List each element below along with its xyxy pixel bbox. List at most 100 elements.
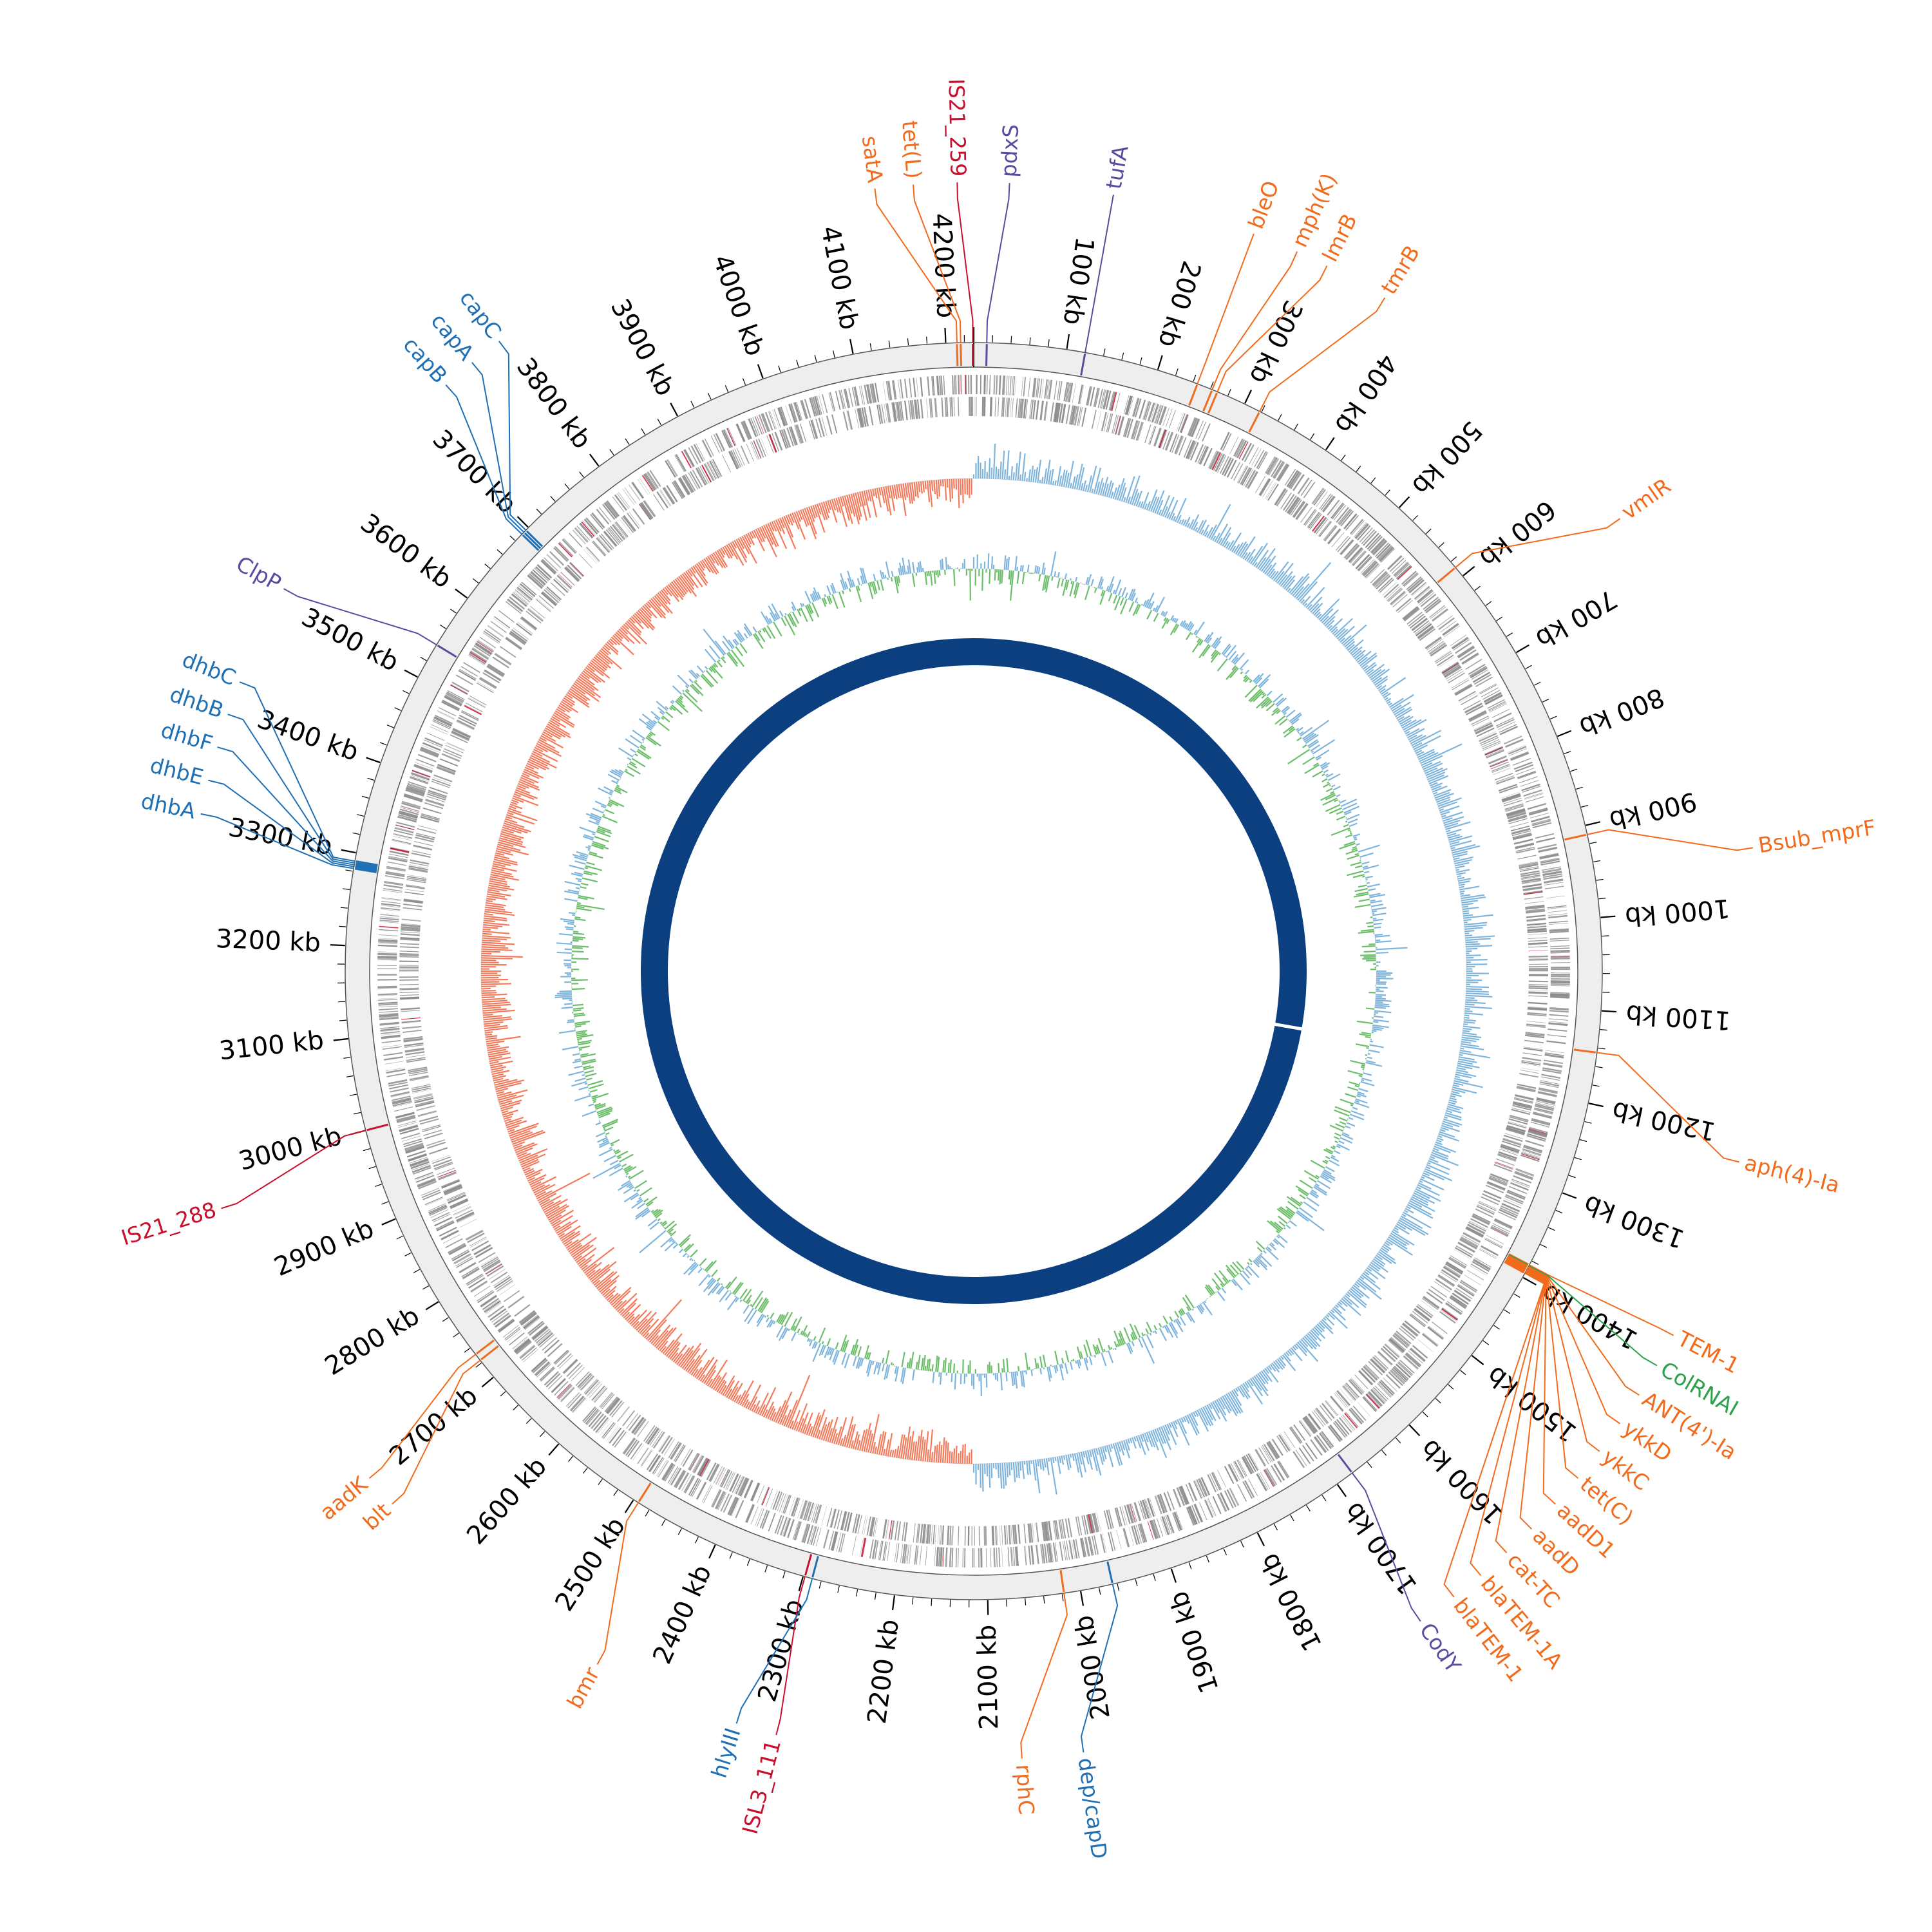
cds-mark (546, 586, 562, 601)
cds-mark (915, 399, 919, 419)
tick-label: 2900 kb (270, 1214, 378, 1283)
cds-mark (466, 1230, 484, 1241)
cds-mark (456, 1212, 475, 1222)
gc-bar (1466, 954, 1481, 957)
gc-bar (1303, 603, 1308, 607)
gc-bar (728, 1380, 740, 1399)
cds-mark (1264, 1469, 1275, 1487)
cds-mark (1446, 670, 1464, 681)
gc-bar (484, 917, 507, 922)
major-tick (404, 669, 418, 678)
cds-mark (1493, 768, 1511, 775)
cds-mark (421, 746, 439, 755)
cds-mark (1525, 905, 1545, 909)
cds-mark (1350, 1407, 1365, 1423)
gc-bar (482, 996, 495, 999)
gc-bar (504, 822, 531, 833)
cds-mark (1523, 891, 1543, 895)
cds-mark (1046, 1543, 1050, 1563)
gc-bar (992, 443, 996, 479)
cds-mark (443, 1184, 462, 1193)
gc-bar (662, 1339, 675, 1354)
cds-mark (775, 1492, 783, 1511)
cds-mark (1278, 1434, 1290, 1452)
cds-mark (515, 590, 530, 603)
gc-bar (481, 985, 497, 988)
gc-bar (1034, 1459, 1041, 1493)
gc-bar (907, 1436, 912, 1460)
cds-mark (1072, 406, 1077, 426)
cds-mark (801, 399, 808, 419)
cds-mark (477, 681, 495, 692)
cds-mark (1160, 1493, 1168, 1512)
major-tick (891, 1595, 896, 1611)
cds-mark (444, 1185, 462, 1195)
cds-mark (800, 1500, 808, 1519)
cds-mark (750, 1506, 759, 1524)
cds-mark (378, 1005, 398, 1008)
cds-mark (1243, 469, 1254, 486)
cds-mark (1211, 452, 1222, 471)
cds-mark (930, 398, 933, 418)
cds-mark (1425, 637, 1442, 650)
cds-mark (1197, 445, 1206, 464)
cds-mark (391, 1095, 411, 1101)
cds-mark (1460, 1236, 1479, 1247)
gc-bar (1443, 817, 1453, 822)
cds-mark (380, 1028, 400, 1031)
cds-mark (542, 1337, 557, 1351)
gc-bar (1257, 556, 1267, 569)
gc-bar (1377, 685, 1383, 690)
gc-bar (893, 1448, 897, 1458)
gc-bar (656, 1327, 674, 1349)
cds-mark (607, 1426, 620, 1443)
cds-mark (1406, 1353, 1421, 1367)
gc-bar (557, 1226, 572, 1236)
gc-bar (800, 1412, 809, 1433)
gc-bar (1253, 1376, 1269, 1397)
cds-mark (1426, 1293, 1443, 1304)
cds-mark (1048, 379, 1053, 399)
gc-bar (600, 1280, 617, 1294)
gc-bar (1056, 1456, 1061, 1474)
cds-mark (667, 459, 677, 477)
cds-mark (1539, 1083, 1559, 1088)
cds-mark (405, 889, 424, 893)
cds-mark (1444, 665, 1461, 677)
cds-mark (513, 592, 529, 605)
gc-bar (528, 1173, 547, 1184)
cds-mark (1472, 1260, 1490, 1272)
gc-bar (1197, 520, 1204, 533)
gc-bar (986, 1463, 989, 1477)
major-tick (548, 1443, 560, 1456)
cds-mark (1069, 1540, 1074, 1560)
cds-mark (1040, 401, 1045, 421)
cds-mark (542, 560, 556, 574)
cds-mark (383, 888, 402, 892)
gc-bar (1454, 1077, 1469, 1083)
cds-mark (902, 1522, 905, 1542)
gc-bar (498, 1094, 524, 1103)
gc-bar (1428, 1160, 1450, 1171)
cds-mark (406, 884, 425, 888)
gc-bar (1347, 643, 1355, 651)
gc-bar (1418, 751, 1435, 761)
cds-mark (1539, 854, 1559, 860)
cds-mark (1502, 1200, 1522, 1209)
cds-mark (1528, 1007, 1548, 1010)
gc-bar (1405, 1208, 1414, 1214)
gc-bar (1072, 476, 1076, 489)
cds-mark (1529, 1126, 1548, 1133)
cds-mark (1198, 1478, 1208, 1497)
gc-bar (896, 1446, 900, 1458)
cds-mark (874, 1518, 878, 1537)
cds-mark (1276, 489, 1288, 507)
cds-mark (1394, 1332, 1410, 1347)
cds-mark (799, 1500, 806, 1519)
gc-bar (535, 1191, 547, 1198)
cds-mark (1229, 437, 1239, 455)
gc-bar (997, 468, 999, 479)
cds-mark (1162, 408, 1170, 426)
cds-mark (1007, 375, 1010, 395)
cds-mark (1365, 1364, 1379, 1379)
